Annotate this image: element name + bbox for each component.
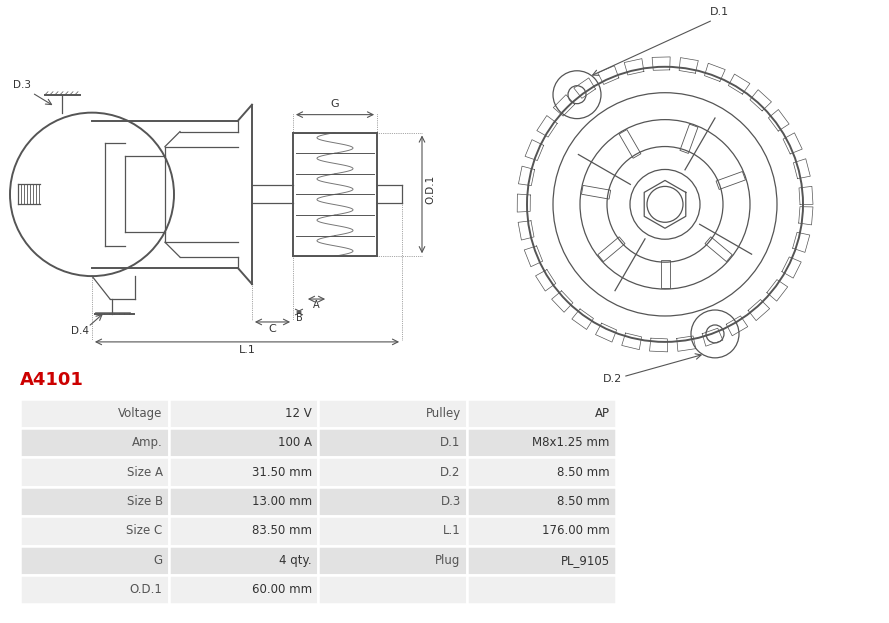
Text: 83.50 mm: 83.50 mm xyxy=(252,525,312,538)
Text: Size B: Size B xyxy=(126,495,163,508)
Bar xyxy=(317,457,467,487)
Text: 8.50 mm: 8.50 mm xyxy=(557,495,610,508)
Bar xyxy=(20,516,169,546)
Bar xyxy=(317,399,467,428)
Bar xyxy=(467,546,616,575)
Bar xyxy=(317,516,467,546)
Bar xyxy=(467,457,616,487)
Text: 8.50 mm: 8.50 mm xyxy=(557,465,610,478)
Text: G: G xyxy=(331,98,340,108)
Text: 4 qty.: 4 qty. xyxy=(279,554,312,567)
Text: Plug: Plug xyxy=(436,554,461,567)
Bar xyxy=(317,546,467,575)
Bar xyxy=(317,575,467,604)
Text: M8x1.25 mm: M8x1.25 mm xyxy=(533,436,610,449)
Text: B: B xyxy=(296,313,302,323)
Text: L.1: L.1 xyxy=(443,525,461,538)
Bar xyxy=(467,575,616,604)
Text: D.2: D.2 xyxy=(440,465,461,478)
Text: Pulley: Pulley xyxy=(426,407,461,420)
Bar xyxy=(467,516,616,546)
Bar xyxy=(317,428,467,457)
Bar xyxy=(20,428,169,457)
Bar xyxy=(20,546,169,575)
Bar xyxy=(20,575,169,604)
Bar xyxy=(169,575,317,604)
Text: O.D.1: O.D.1 xyxy=(130,583,163,596)
Bar xyxy=(20,399,169,428)
Text: 31.50 mm: 31.50 mm xyxy=(252,465,312,478)
Bar xyxy=(169,457,317,487)
Bar xyxy=(169,428,317,457)
Text: A: A xyxy=(313,300,320,310)
Text: D.3: D.3 xyxy=(440,495,461,508)
Bar xyxy=(467,399,616,428)
Text: 13.00 mm: 13.00 mm xyxy=(252,495,312,508)
Bar xyxy=(467,428,616,457)
Bar xyxy=(20,457,169,487)
Bar xyxy=(467,487,616,516)
Text: Size C: Size C xyxy=(126,525,163,538)
Text: D.3: D.3 xyxy=(13,80,31,90)
Text: Amp.: Amp. xyxy=(132,436,163,449)
Text: Voltage: Voltage xyxy=(118,407,163,420)
Text: AP: AP xyxy=(595,407,610,420)
Text: Size A: Size A xyxy=(126,465,163,478)
Bar xyxy=(169,546,317,575)
Text: C: C xyxy=(268,324,276,334)
Bar xyxy=(169,516,317,546)
Text: L.1: L.1 xyxy=(238,345,255,355)
Text: 60.00 mm: 60.00 mm xyxy=(252,583,312,596)
Text: D.2: D.2 xyxy=(603,374,622,384)
Text: 176.00 mm: 176.00 mm xyxy=(542,525,610,538)
Text: 12 V: 12 V xyxy=(285,407,312,420)
Text: 100 A: 100 A xyxy=(277,436,312,449)
Bar xyxy=(169,399,317,428)
Text: G: G xyxy=(154,554,163,567)
Bar xyxy=(20,487,169,516)
Text: O.D.1: O.D.1 xyxy=(425,175,435,204)
Text: D.4: D.4 xyxy=(71,326,89,336)
Text: D.1: D.1 xyxy=(710,7,729,17)
Bar xyxy=(169,487,317,516)
Text: A4101: A4101 xyxy=(20,371,84,389)
Bar xyxy=(317,487,467,516)
Text: D.1: D.1 xyxy=(440,436,461,449)
Text: PL_9105: PL_9105 xyxy=(561,554,610,567)
